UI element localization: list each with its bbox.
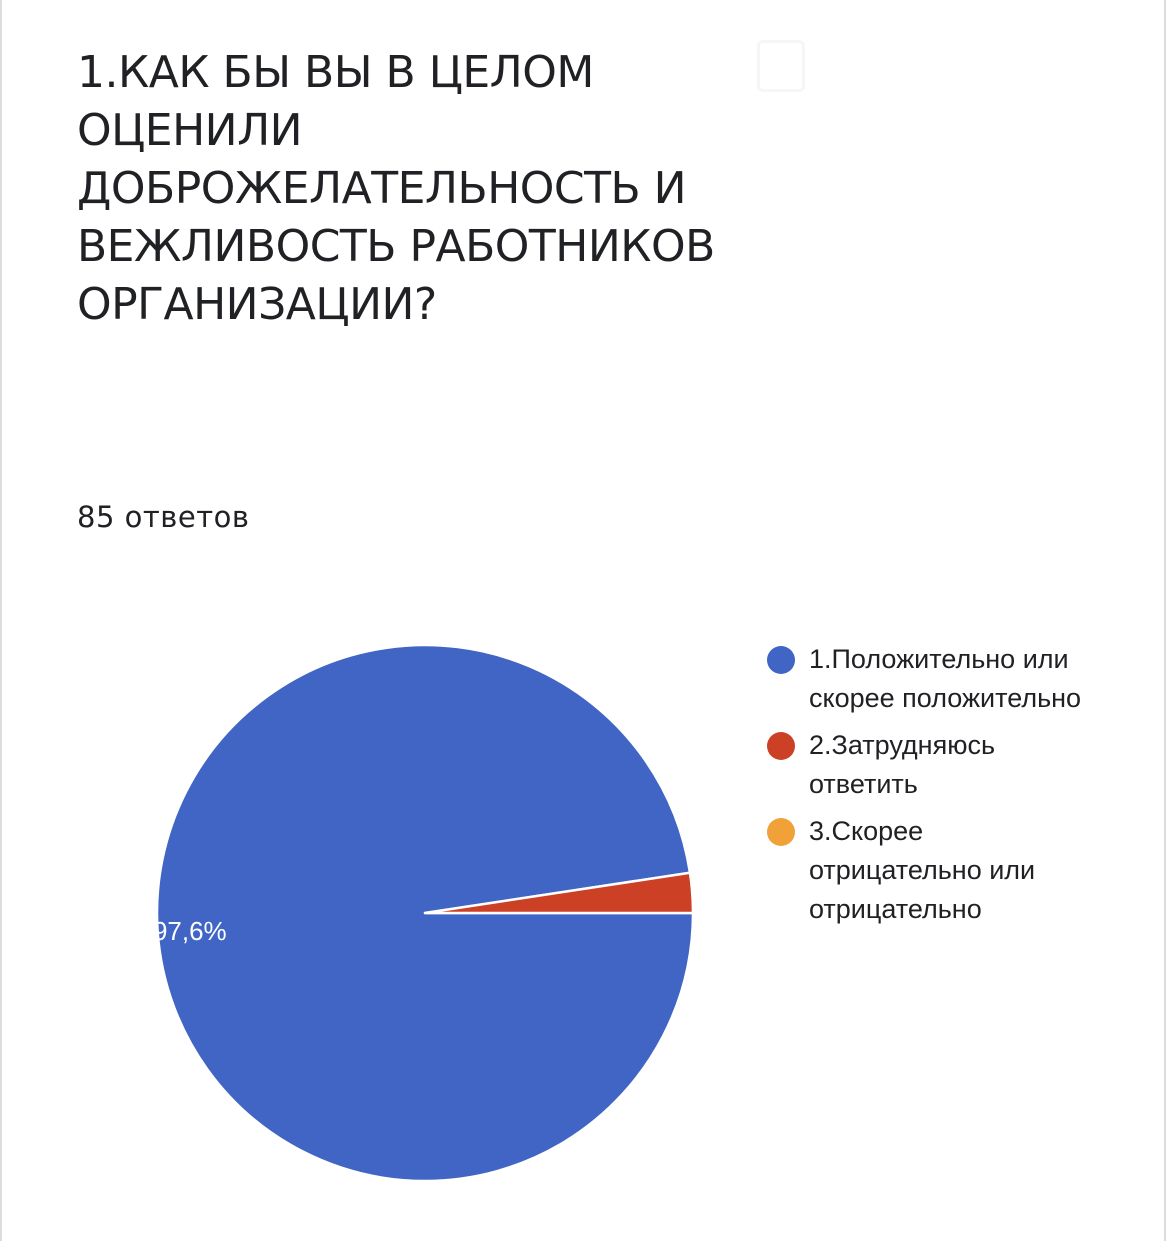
legend-label-3: 3.Скорее отрицательно или отрицательно [809,816,1036,924]
question-title: 1.КАК БЫ ВЫ В ЦЕЛОМ ОЦЕНИЛИ ДОБРОЖЕЛАТЕЛ… [77,47,715,330]
legend-swatch-2 [767,732,795,760]
pie-labels: 97,6% [153,916,227,946]
pie-slice-2[interactable] [423,871,695,915]
response-count: 85 ответов [77,500,250,534]
legend-label-2: 2.Затрудняюсь ответить [809,730,996,799]
legend-item-2[interactable]: 2.Затрудняюсь ответить [767,726,1097,804]
pie-data-label-1: 97,6% [153,916,227,946]
legend-item-1[interactable]: 1.Положительно или скорее положительно [767,640,1097,718]
legend: 1.Положительно или скорее положительно 2.… [767,640,1097,937]
legend-swatch-3 [767,818,795,846]
copy-icon[interactable] [757,40,805,92]
legend-item-3[interactable]: 3.Скорее отрицательно или отрицательно [767,812,1097,929]
legend-swatch-1 [767,646,795,674]
legend-label-1: 1.Положительно или скорее положительно [809,644,1082,713]
pie-slices [155,643,695,1183]
